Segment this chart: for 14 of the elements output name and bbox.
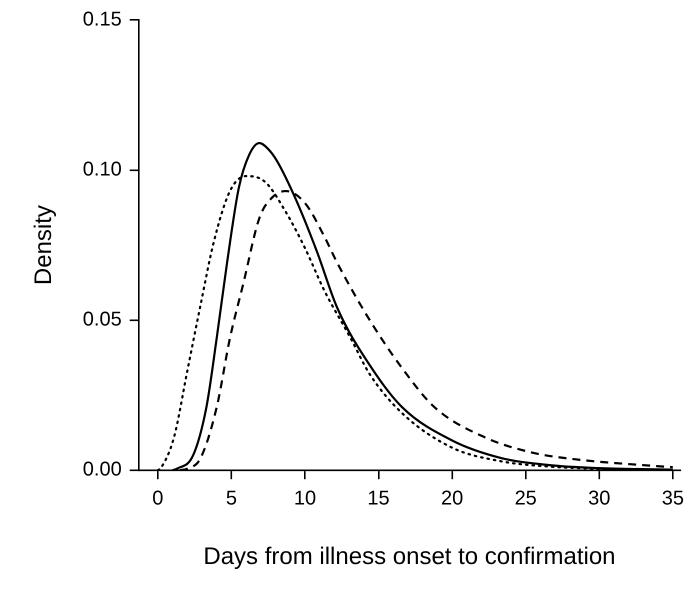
x-tick-label: 30 (588, 488, 610, 510)
x-tick-label: 25 (514, 488, 537, 510)
x-tick-label: 0 (152, 488, 164, 510)
x-tick-label: 10 (294, 488, 316, 510)
y-tick-label: 0.15 (82, 8, 122, 31)
y-tick-label: 0.05 (82, 308, 122, 331)
y-axis-title: Density (30, 205, 58, 286)
x-tick-label: 20 (440, 488, 464, 510)
x-tick-label: 5 (226, 488, 237, 510)
y-tick-label: 0.10 (82, 158, 122, 181)
x-axis-title: Days from illness onset to confirmation (203, 543, 616, 570)
y-tick-label: 0.00 (82, 458, 122, 481)
x-tick-label: 15 (367, 488, 390, 510)
x-tick-label: 35 (662, 488, 684, 510)
